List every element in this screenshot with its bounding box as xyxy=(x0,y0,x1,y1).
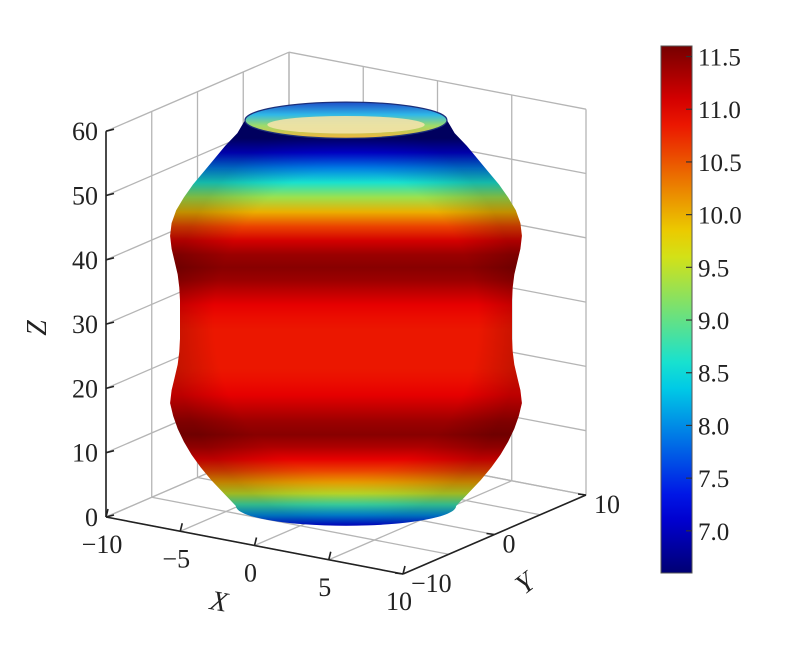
surface-shading-overlay xyxy=(170,120,522,526)
z-tick xyxy=(105,514,115,518)
y-tick-label: 0 xyxy=(503,530,516,559)
x-tick-label: −10 xyxy=(82,530,123,559)
colorbar-tick-label: 10.0 xyxy=(698,203,742,230)
y-tick-label: 10 xyxy=(594,490,620,519)
top-rim xyxy=(244,101,448,139)
y-tick xyxy=(486,532,495,536)
x-tick xyxy=(402,565,406,575)
x-tick-label: 10 xyxy=(386,587,412,616)
z-tick xyxy=(105,128,115,132)
x-tick xyxy=(179,523,184,532)
y-tick xyxy=(394,572,404,575)
colorbar-bar xyxy=(660,45,693,574)
colorbar: 11.5 11.0 10.5 10.0 9.5 9.0 8.5 8.0 7.5 7.0 xyxy=(660,45,742,574)
grid-line xyxy=(151,496,449,555)
colorbar-tick-label: 8.0 xyxy=(698,413,729,440)
colorbar-tick-label: 9.0 xyxy=(698,308,729,335)
z-tick-label: 40 xyxy=(72,246,98,275)
x-tick xyxy=(327,551,332,560)
z-tick-label: 50 xyxy=(72,182,98,211)
colorbar-tick-label: 9.5 xyxy=(698,255,729,282)
z-tick-label: 20 xyxy=(72,374,98,403)
top-opening-inner xyxy=(267,115,425,134)
x-tick-label: 5 xyxy=(318,573,331,602)
y-axis-label: Y xyxy=(510,565,544,601)
colorbar-tick-label: 10.5 xyxy=(698,150,742,177)
surface-body xyxy=(170,101,522,526)
colorbar-tick-label: 7.0 xyxy=(698,519,729,546)
y-tick xyxy=(577,493,587,496)
colorbar-tick-label: 11.5 xyxy=(698,45,741,72)
x-axis-label: X xyxy=(207,585,231,619)
z-tick xyxy=(105,257,115,261)
z-tick xyxy=(105,385,115,390)
z-tick-label: 10 xyxy=(72,439,98,468)
colorbar-tick-label: 7.5 xyxy=(698,466,729,493)
z-tick-label: 60 xyxy=(72,117,98,146)
z-tick xyxy=(105,321,115,325)
colorbar-tick-label: 8.5 xyxy=(698,361,729,388)
z-axis-label: Z xyxy=(22,320,53,336)
x-tick xyxy=(105,508,109,518)
colorbar-tick-label: 11.0 xyxy=(698,97,741,124)
x-tick xyxy=(253,537,258,546)
x-tick-label: 0 xyxy=(244,559,257,588)
z-tick-label: 30 xyxy=(72,310,98,339)
y-tick-label: −10 xyxy=(411,569,452,598)
z-tick xyxy=(105,449,115,454)
z-tick xyxy=(105,192,115,197)
x-tick-label: −5 xyxy=(162,544,190,573)
z-tick-label: 0 xyxy=(85,503,98,532)
